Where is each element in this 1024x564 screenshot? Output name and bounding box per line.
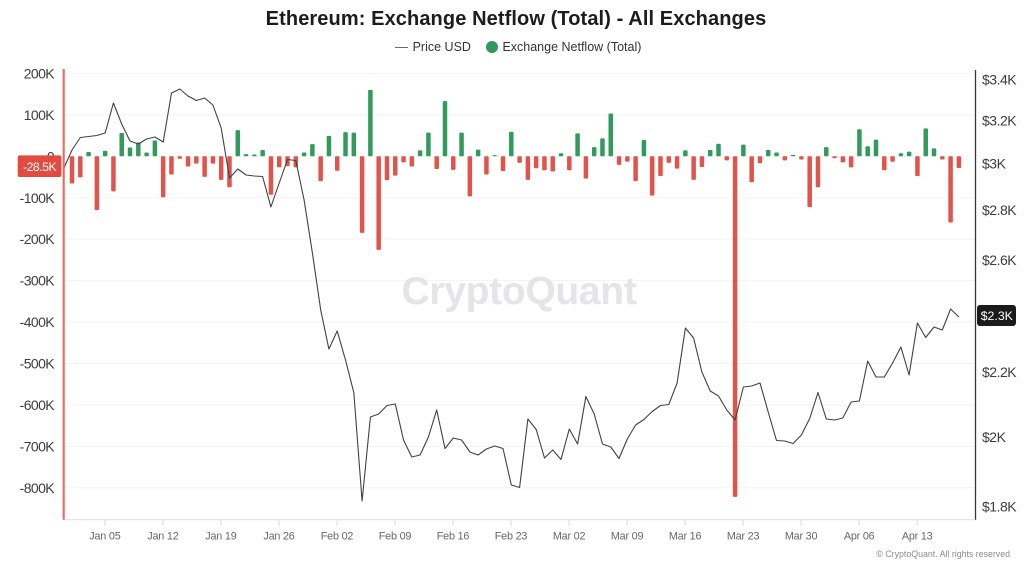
svg-text:$2.3K: $2.3K — [981, 309, 1014, 323]
svg-text:© CryptoQuant. All rights rese: © CryptoQuant. All rights reserved — [876, 549, 1010, 559]
svg-text:CryptoQuant: CryptoQuant — [401, 270, 636, 313]
svg-text:$3K: $3K — [982, 156, 1007, 172]
svg-text:-200K: -200K — [20, 231, 56, 247]
svg-text:Jan 12: Jan 12 — [147, 531, 178, 543]
svg-text:-800K: -800K — [20, 480, 56, 496]
svg-text:100K: 100K — [24, 107, 56, 123]
svg-text:Mar 23: Mar 23 — [727, 531, 760, 543]
svg-text:Mar 16: Mar 16 — [669, 531, 702, 543]
svg-text:Feb 16: Feb 16 — [437, 531, 470, 543]
svg-text:-400K: -400K — [20, 314, 56, 330]
svg-text:Jan 26: Jan 26 — [263, 531, 294, 543]
svg-text:Mar 09: Mar 09 — [611, 531, 644, 543]
svg-text:$3.2K: $3.2K — [982, 112, 1017, 128]
svg-text:-700K: -700K — [20, 439, 56, 455]
svg-text:$2K: $2K — [982, 429, 1007, 445]
svg-text:200K: 200K — [24, 65, 56, 81]
svg-text:-600K: -600K — [20, 397, 56, 413]
svg-text:$2.8K: $2.8K — [982, 202, 1017, 218]
svg-text:$2.2K: $2.2K — [982, 364, 1017, 380]
svg-text:Feb 23: Feb 23 — [495, 531, 528, 543]
svg-text:Apr 06: Apr 06 — [844, 531, 875, 543]
svg-text:Mar 30: Mar 30 — [785, 531, 818, 543]
svg-text:Jan 19: Jan 19 — [205, 531, 236, 543]
svg-text:Mar 02: Mar 02 — [553, 531, 586, 543]
svg-text:-28.5K: -28.5K — [23, 160, 58, 174]
svg-text:$2.6K: $2.6K — [982, 252, 1017, 268]
svg-text:Jan 05: Jan 05 — [89, 531, 120, 543]
svg-text:$3.4K: $3.4K — [982, 72, 1017, 88]
svg-text:-500K: -500K — [20, 356, 56, 372]
svg-text:Feb 09: Feb 09 — [379, 531, 412, 543]
svg-text:Apr 13: Apr 13 — [902, 531, 933, 543]
svg-text:-300K: -300K — [20, 273, 56, 289]
svg-text:Feb 02: Feb 02 — [321, 531, 354, 543]
svg-text:$1.8K: $1.8K — [982, 499, 1017, 515]
svg-text:-100K: -100K — [20, 190, 56, 206]
